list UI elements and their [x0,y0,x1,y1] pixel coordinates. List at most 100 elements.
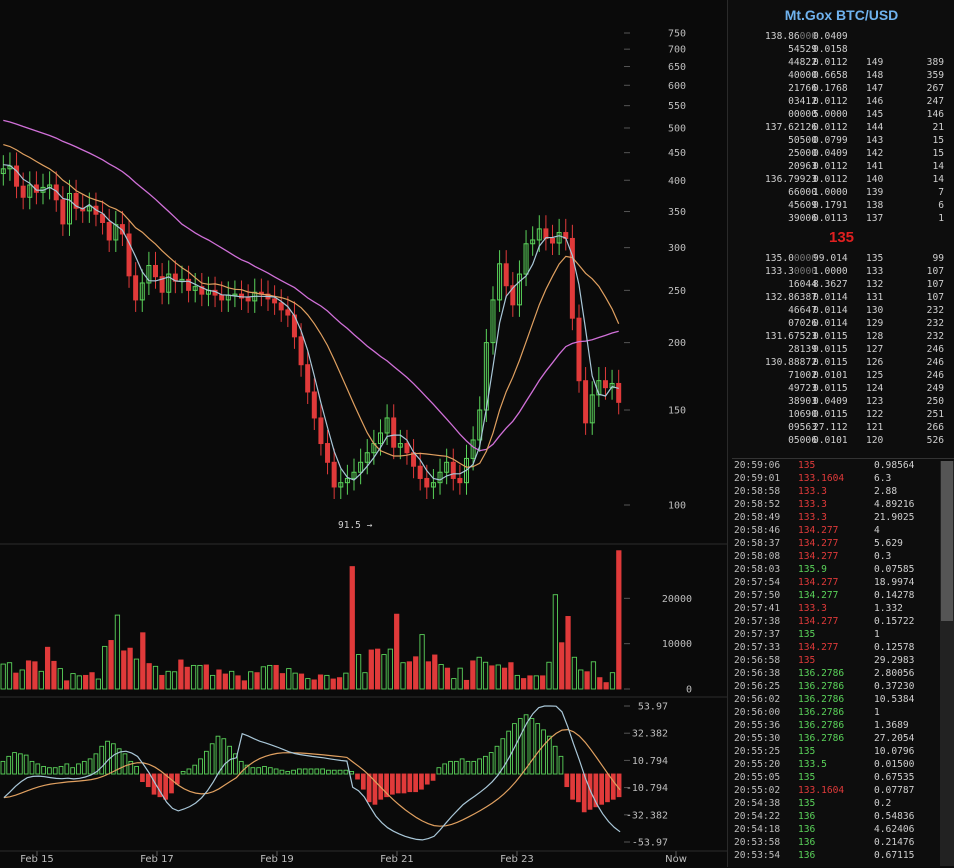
cumulative: 15 [932,148,944,159]
macd-bar [483,755,488,775]
trade-row[interactable]: 20:57:37 135 1 [732,628,954,641]
trade-row[interactable]: 20:55:25 135 10.0796 [732,745,954,758]
trade-row[interactable]: 20:54:18 136 4.62406 [732,823,954,836]
bids-row[interactable]: 131.67523 0.0115 128 232 [728,330,954,343]
bids-row[interactable]: 07026 0.0114 129 232 [728,317,954,330]
macd-bar [465,760,471,775]
scroll-thumb[interactable] [941,461,953,621]
y-tick-label: 600 [668,81,686,92]
trade-row[interactable]: 20:59:06 135 0.98564 [732,459,954,472]
trade-row[interactable]: 20:58:49 133.3 21.9025 [732,511,954,524]
trade-row[interactable]: 20:56:00 136.2786 1 [732,706,954,719]
asks-row[interactable]: 25000 0.0409 142 15 [728,147,954,160]
volume: 0.0115 [813,344,848,355]
price-tail: 0000 [793,266,817,277]
volume-bar [343,672,349,690]
bids-row[interactable]: 130.88872 0.0115 126 246 [728,356,954,369]
bids-row[interactable]: 71002 0.0101 125 246 [728,369,954,382]
asks-row[interactable]: 40000 0.6658 148 359 [728,69,954,82]
trade-history[interactable]: 20:59:06 135 0.98564 20:59:01 133.1604 6.3 20:… [732,458,954,868]
macd-signal-line [3,728,621,827]
volume-bar [273,664,279,690]
trade-row[interactable]: 20:58:52 133.3 4.89216 [732,498,954,511]
trade-time: 20:56:02 [734,694,781,705]
bids-row[interactable]: 16044 8.3627 132 107 [728,278,954,291]
bids-row[interactable]: 46647 0.0114 130 232 [728,304,954,317]
volume-bar [387,648,393,690]
trade-row[interactable]: 20:56:02 136.2786 10.5384 [732,693,954,706]
cumulative: 246 [926,357,944,368]
candle-body [219,294,225,301]
trade-row[interactable]: 20:53:54 136 0.67115 [732,849,954,862]
asks-row[interactable]: 00000 5.0000 145 146 [728,108,954,121]
trade-row[interactable]: 20:57:54 134.277 18.9974 [732,576,954,589]
asks-row[interactable]: 45609 0.1791 138 6 [728,199,954,212]
asks-row[interactable]: 03412 0.0112 146 247 [728,95,954,108]
trade-amount: 0.15722 [874,616,915,627]
asks-row[interactable]: 50500 0.0799 143 15 [728,134,954,147]
trade-row[interactable]: 20:58:37 134.277 5.629 [732,537,954,550]
asks-row[interactable]: 138.86000 0.0409 [728,30,954,43]
trade-amount: 0.12578 [874,642,915,653]
trade-row[interactable]: 20:59:01 133.1604 6.3 [732,472,954,485]
bids-row[interactable]: 133.30000 1.0000 133 107 [728,265,954,278]
asks-row[interactable]: 39006 0.0113 137 1 [728,212,954,225]
volume-bar [324,674,330,690]
trade-price: 133.3 [798,499,827,510]
trade-row[interactable]: 20:56:58 135 29.2983 [732,654,954,667]
candle-body [278,302,284,311]
trade-row[interactable]: 20:57:41 133.3 1.332 [732,602,954,615]
trade-row[interactable]: 20:55:02 133.1604 0.07787 [732,784,954,797]
trade-row[interactable]: 20:55:05 135 0.67535 [732,771,954,784]
asks-row[interactable]: 21766 0.1768 147 267 [728,82,954,95]
depth: 128 [866,331,884,342]
asks-row[interactable]: 137.62126 0.0112 144 21 [728,121,954,134]
depth: 148 [866,70,884,81]
price-chart[interactable]: 100 150 200 250 300 350 400 450 500 550 600 650 700 7… [0,0,727,867]
trade-row[interactable]: 20:57:33 134.277 0.12578 [732,641,954,654]
bids-row[interactable]: 05006 0.0101 120 526 [728,434,954,447]
trade-row[interactable]: 20:55:36 136.2786 1.3689 [732,719,954,732]
trade-row[interactable]: 20:58:08 134.277 0.3 [732,550,954,563]
asks-row[interactable]: 66000 1.0000 139 7 [728,186,954,199]
price-main: 136.79923 [765,174,817,185]
scrollbar[interactable] [940,461,954,866]
bids-row[interactable]: 49723 0.0115 124 249 [728,382,954,395]
bids-row[interactable]: 132.86387 0.0114 131 107 [728,291,954,304]
asks-row[interactable]: 44822 0.0112 149 389 [728,56,954,69]
volume-bar [432,654,438,690]
trade-price: 134.277 [798,551,839,562]
candle-body [391,417,397,448]
macd-bar [47,767,52,775]
trade-row[interactable]: 20:56:25 136.2786 0.37230 [732,680,954,693]
price: 50500 [788,134,817,147]
trade-row[interactable]: 20:56:38 136.2786 2.80056 [732,667,954,680]
candle-body [325,443,331,463]
candle-body [417,465,423,479]
bids-row[interactable]: 09563 27.112 121 266 [728,421,954,434]
trade-row[interactable]: 20:55:30 136.2786 27.2054 [732,732,954,745]
bids-row[interactable]: 38903 0.0409 123 250 [728,395,954,408]
trade-row[interactable]: 20:53:58 136 0.21476 [732,836,954,849]
volume-bar [495,664,501,690]
trade-row[interactable]: 20:57:38 134.277 0.15722 [732,615,954,628]
trade-row[interactable]: 20:58:58 133.3 2.88 [732,485,954,498]
trade-row[interactable]: 20:54:38 135 0.2 [732,797,954,810]
asks-row[interactable]: 54529 0.0158 [728,43,954,56]
cumulative: 232 [926,331,944,342]
chart-area[interactable]: 100 150 200 250 300 350 400 450 500 550 600 650 700 7… [0,0,727,867]
trade-row[interactable]: 20:54:22 136 0.54836 [732,810,954,823]
price: 66000 [788,186,817,199]
bids-row[interactable]: 10690 0.0115 122 251 [728,408,954,421]
trade-row[interactable]: 20:57:50 134.277 0.14278 [732,589,954,602]
asks-row[interactable]: 20963 0.0112 141 14 [728,160,954,173]
asks-row[interactable]: 136.79923 0.0112 140 14 [728,173,954,186]
bids-row[interactable]: 28139 0.0115 127 246 [728,343,954,356]
y-tick-label: 750 [668,29,686,40]
trade-row[interactable]: 20:55:20 133.5 0.01500 [732,758,954,771]
trade-row[interactable]: 20:58:03 135.9 0.07585 [732,563,954,576]
bids-row[interactable]: 135.00000 99.014 135 99 [728,252,954,265]
volume: 8.3627 [813,279,848,290]
trade-row[interactable]: 20:58:46 134.277 4 [732,524,954,537]
volume: 0.0112 [813,57,848,68]
